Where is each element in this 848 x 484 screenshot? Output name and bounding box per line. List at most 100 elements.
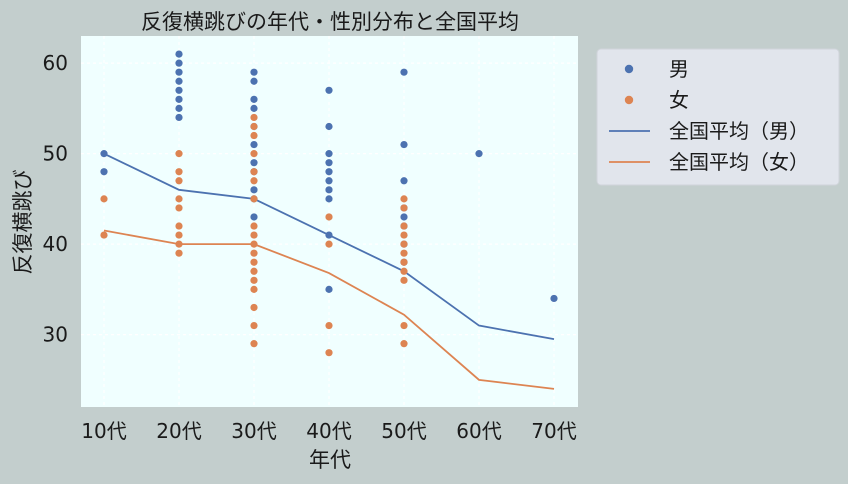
data-point <box>250 140 258 149</box>
data-point <box>250 285 258 293</box>
legend-box <box>596 48 840 186</box>
data-point <box>325 195 333 203</box>
data-point <box>250 113 258 122</box>
data-point <box>250 68 258 76</box>
data-point <box>400 249 408 257</box>
data-point <box>325 168 333 176</box>
data-point <box>325 349 333 357</box>
data-point <box>100 231 108 239</box>
data-point <box>175 222 183 230</box>
data-point <box>325 213 333 221</box>
data-point <box>175 113 183 122</box>
data-point <box>400 231 408 239</box>
data-point <box>250 303 258 312</box>
x-axis-label: 年代 <box>309 448 351 472</box>
data-point <box>175 104 183 112</box>
data-point <box>175 204 183 212</box>
data-point <box>250 122 258 131</box>
y-tick-label: 60 <box>43 51 68 75</box>
data-point <box>250 276 258 284</box>
data-point <box>325 186 333 194</box>
data-point <box>250 104 258 112</box>
x-tick-labels: 10代 20代 30代 40代 50代 60代 70代 <box>81 419 576 443</box>
x-tick-label: 20代 <box>156 419 201 443</box>
data-point <box>400 140 408 149</box>
y-axis-label: 反復横跳び <box>11 170 35 275</box>
x-tick-label: 10代 <box>81 419 126 443</box>
data-point <box>325 159 333 167</box>
data-point <box>100 195 108 203</box>
data-point <box>250 159 258 167</box>
data-point <box>400 276 408 284</box>
data-point <box>175 68 183 76</box>
data-point <box>175 50 183 58</box>
data-point <box>175 59 183 67</box>
data-point <box>250 186 258 194</box>
data-point <box>325 122 333 131</box>
legend-point-marker <box>624 95 634 105</box>
data-point <box>175 231 183 239</box>
scatter-points <box>100 50 558 357</box>
data-point <box>400 68 408 76</box>
data-point <box>250 231 258 239</box>
data-point <box>400 267 408 275</box>
data-point <box>250 249 258 257</box>
data-point <box>325 150 333 158</box>
legend-label: 男 <box>669 57 689 81</box>
x-tick-label: 70代 <box>531 419 576 443</box>
data-point <box>325 240 333 248</box>
data-point <box>400 213 408 221</box>
data-point <box>325 285 333 293</box>
data-point <box>400 195 408 203</box>
y-tick-label: 50 <box>43 142 68 166</box>
data-point <box>100 150 108 158</box>
data-point <box>250 150 258 158</box>
chart-title: 反復横跳びの年代・性別分布と全国平均 <box>141 10 519 34</box>
legend-label: 女 <box>669 88 689 112</box>
data-point <box>175 77 183 85</box>
data-point <box>250 340 258 348</box>
data-point <box>325 231 333 239</box>
data-point <box>400 240 408 248</box>
x-tick-label: 30代 <box>231 419 276 443</box>
data-point <box>250 240 258 248</box>
data-point <box>175 249 183 257</box>
data-point <box>400 204 408 212</box>
data-point <box>250 321 258 330</box>
data-point <box>325 321 333 330</box>
data-point <box>400 321 408 330</box>
data-point <box>175 177 183 185</box>
data-point <box>250 195 258 203</box>
data-point <box>400 177 408 185</box>
data-point <box>175 150 183 158</box>
data-point <box>250 77 258 85</box>
legend-point-marker <box>624 64 634 74</box>
data-point <box>250 222 258 230</box>
data-point <box>250 267 258 275</box>
x-tick-label: 60代 <box>456 419 501 443</box>
y-tick-label: 40 <box>43 232 68 256</box>
data-point <box>400 258 408 266</box>
data-point <box>325 177 333 185</box>
x-tick-label: 40代 <box>306 419 351 443</box>
y-tick-label: 30 <box>43 323 68 347</box>
data-point <box>100 168 108 176</box>
legend-label: 全国平均（女） <box>669 150 809 174</box>
y-tick-labels: 30 40 50 60 <box>43 51 68 346</box>
data-point <box>175 95 183 103</box>
legend-label: 全国平均（男） <box>669 119 809 143</box>
data-point <box>400 222 408 230</box>
data-point <box>250 168 258 176</box>
data-point <box>475 150 483 158</box>
data-point <box>550 294 558 303</box>
data-point <box>250 213 258 221</box>
data-point <box>250 95 258 103</box>
data-point <box>325 86 333 94</box>
data-point <box>175 86 183 94</box>
data-point <box>175 240 183 248</box>
data-point <box>175 195 183 203</box>
x-tick-label: 50代 <box>381 419 426 443</box>
